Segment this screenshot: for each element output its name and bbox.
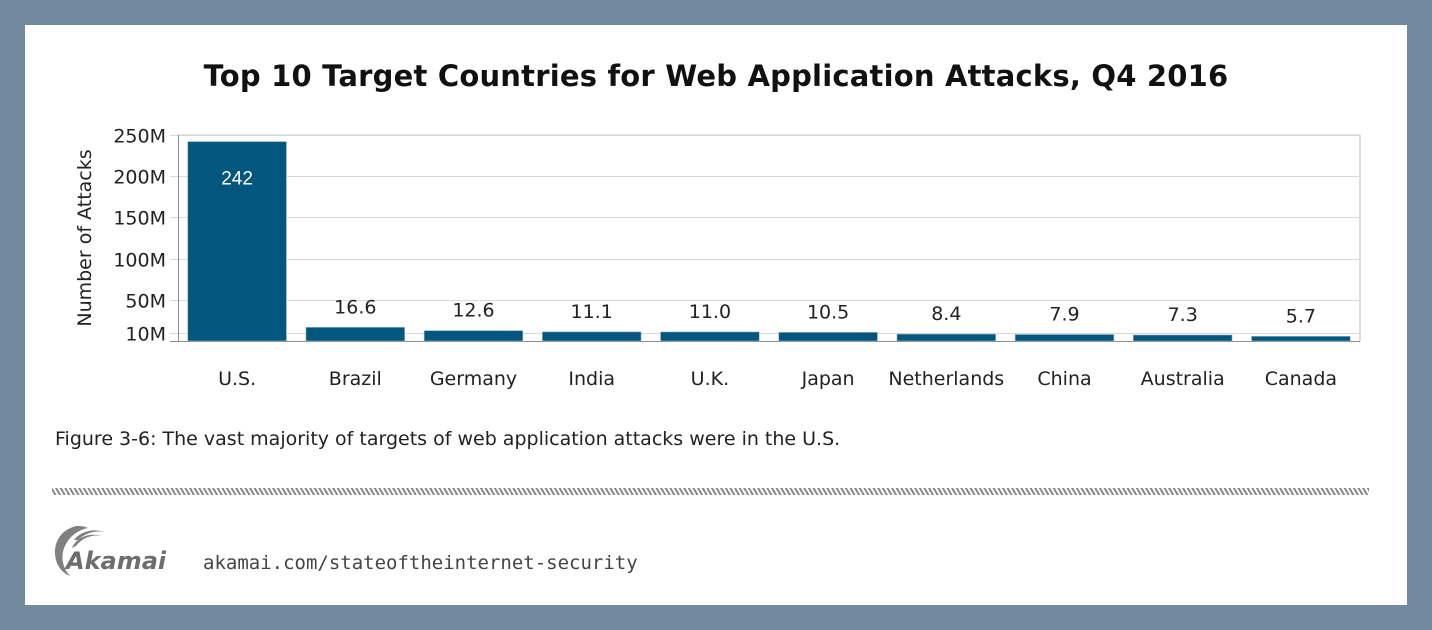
hatched-divider [52,488,1369,495]
logo-wordmark: Akamai [64,547,167,575]
bar-chart: 10M 50M 100M 150M 200M 250M 242 16.6 12.6 11.1 11… [74,126,1361,390]
bars [187,141,1351,342]
y-tick-label: 50M [125,291,166,313]
y-tick-label: 150M [113,208,166,230]
data-label: 12.6 [452,300,494,322]
bar-canada [1251,336,1351,342]
bar-japan [778,332,878,342]
y-tick-label: 100M [113,250,166,272]
x-tick-label: U.K. [691,368,729,390]
data-label: 7.3 [1168,304,1198,326]
chart-title: Top 10 Target Countries for Web Applicat… [203,59,1229,93]
x-axis-ticks: U.S. Brazil Germany India U.K. Japan Netherlan… [218,368,1337,390]
data-label: 8.4 [931,303,961,325]
bar-australia [1133,334,1233,342]
data-label: 11.0 [689,301,731,323]
figure-caption: Figure 3-6: The vast majority of targets… [55,428,841,450]
y-axis-label: Number of Attacks [74,149,96,326]
y-tick-label: 10M [125,324,166,346]
x-tick-label: India [568,368,615,390]
x-tick-label: U.S. [218,368,256,390]
y-tick-label: 200M [113,167,166,189]
bar-us [187,141,287,342]
data-labels: 242 16.6 12.6 11.1 11.0 10.5 8.4 7.9 7.3 5.7 [221,169,1316,328]
bar-uk [660,331,760,342]
x-tick-label: Brazil [329,368,382,390]
x-tick-label: China [1037,368,1091,390]
bar-germany [423,330,524,342]
data-label: 11.1 [571,301,613,323]
akamai-logo-icon: Akamai [54,526,167,576]
data-label: 242 [221,169,253,190]
data-label: 7.9 [1049,303,1079,325]
x-tick-label: Japan [801,368,855,390]
x-tick-label: Germany [430,368,517,390]
bar-india [542,331,642,342]
bar-brazil [305,327,405,342]
x-tick-label: Australia [1141,368,1225,390]
footer-url[interactable]: akamai.com/stateoftheinternet-security [203,552,638,574]
y-tick-label: 250M [113,126,166,148]
bar-china [1014,334,1115,342]
gridlines [170,134,1361,342]
bar-netherlands [896,333,996,342]
data-label: 10.5 [807,301,849,323]
y-axis-ticks: 10M 50M 100M 150M 200M 250M [113,126,166,346]
data-label: 5.7 [1286,305,1316,327]
x-tick-label: Canada [1265,368,1337,390]
x-tick-label: Netherlands [888,368,1004,390]
data-label: 16.6 [334,296,376,318]
